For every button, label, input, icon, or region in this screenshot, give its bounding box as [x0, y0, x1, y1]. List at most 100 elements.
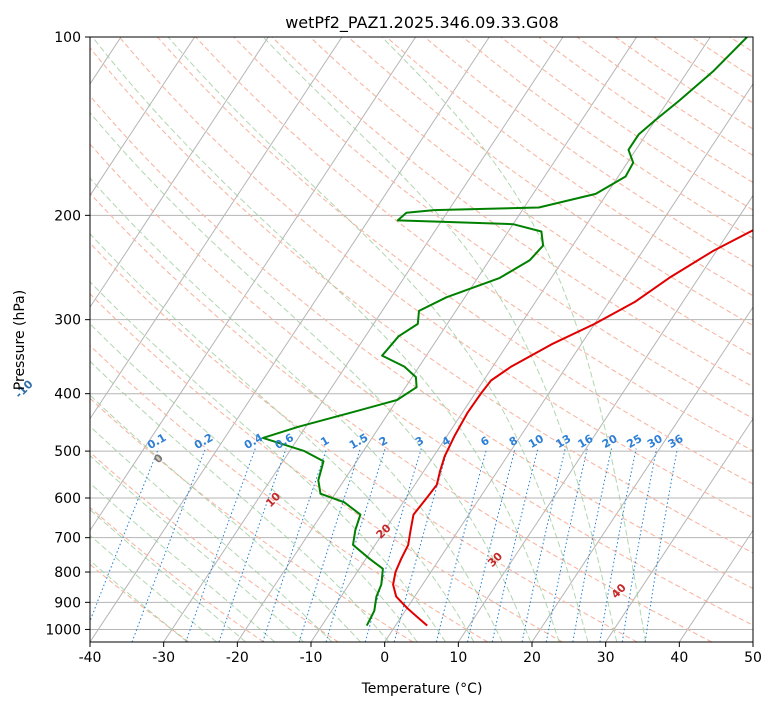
dry-adiabat-line — [386, 37, 753, 297]
dry-adiabat-line — [90, 506, 264, 642]
mixing-ratio-label: 13 — [554, 432, 574, 451]
mixing-ratio-label: 25 — [625, 432, 645, 451]
y-tick-label: 600 — [54, 491, 81, 507]
x-tick-label: 0 — [380, 650, 389, 666]
isotherm-line — [90, 37, 269, 309]
mixing-ratio-line — [90, 448, 160, 623]
mixing-ratio-line — [644, 448, 678, 642]
axes: -40 -30 -20 -10 0 10 20 30 40 5010020030040050060… — [45, 30, 762, 666]
dry-adiabat-line — [118, 37, 753, 519]
dewpoint-profile-line — [262, 37, 748, 627]
mixing-ratio-label: 30 — [645, 432, 665, 451]
mixing-ratio-label: 0.4 — [242, 431, 266, 452]
x-tick-label: 40 — [670, 650, 688, 666]
background-lines — [90, 37, 775, 642]
x-axis-label: Temperature (°C) — [361, 681, 483, 697]
x-tick-label: 10 — [449, 650, 467, 666]
isotherm-line — [605, 417, 753, 642]
isotherm-line — [531, 306, 753, 642]
y-tick-label: 300 — [54, 313, 81, 329]
dry-adiabat-line — [424, 37, 753, 268]
mixing-ratio-line — [364, 448, 422, 642]
dry-adiabat-line — [309, 37, 753, 357]
moist-adiabat-line — [90, 177, 503, 642]
mixing-ratio-line — [545, 448, 588, 642]
mixing-ratio-line — [621, 448, 658, 642]
moist-adiabat-line — [90, 454, 304, 642]
dry-adiabat-line — [90, 242, 638, 642]
mixing-ratio-line — [467, 448, 516, 642]
dry-adiabat-line — [462, 37, 753, 239]
moist-adiabat-line — [90, 233, 475, 642]
moist-adiabat-line — [92, 37, 560, 642]
mixing-ratio-line — [262, 448, 328, 642]
moist-adiabat-line — [90, 111, 532, 642]
isotherm-line — [678, 529, 753, 642]
moist-adiabat-line — [90, 281, 447, 642]
dry-adiabat-label: 20 — [374, 521, 394, 541]
x-tick-label: 30 — [597, 650, 615, 666]
isotherm-line — [90, 37, 417, 532]
mixing-ratio-label: 3 — [413, 434, 426, 449]
mixing-ratio-label: 0.1 — [145, 431, 168, 452]
y-axis-label: Pressure (hPa) — [12, 290, 28, 390]
mixing-ratio-line — [521, 448, 566, 642]
y-tick-label: 1000 — [45, 622, 81, 638]
moist-adiabat-line — [90, 482, 276, 642]
chart-title: wetPf2_PAZ1.2025.346.09.33.G08 — [285, 13, 559, 33]
moist-adiabat-line — [90, 360, 390, 642]
plot-frame — [89, 36, 754, 643]
mixing-ratio-label: 20 — [600, 432, 620, 451]
dry-adiabat-line — [90, 192, 712, 642]
mixing-ratio-line — [435, 448, 488, 642]
dry-adiabat-line — [691, 37, 753, 78]
dry-adiabat-line — [729, 37, 753, 53]
moist-adiabat-line — [90, 509, 247, 642]
isotherm-line — [752, 641, 753, 642]
isotherm-line — [384, 83, 753, 642]
dry-adiabat-line — [576, 37, 753, 157]
dry-adiabat-label: 40 — [609, 581, 629, 601]
isotherm-line — [163, 37, 564, 642]
mixing-ratio-label: 6 — [478, 434, 491, 449]
moist-adiabat-line — [167, 37, 589, 642]
dry-adiabat-line — [90, 563, 190, 642]
y-tick-label: 800 — [54, 565, 81, 581]
dry-adiabat-line — [768, 37, 775, 642]
mixing-ratio-line — [218, 448, 287, 642]
mixing-ratio-line — [131, 448, 206, 642]
mixing-ratio-label: 2 — [377, 434, 390, 449]
x-tick-label: 50 — [744, 650, 762, 666]
dry-adiabat-line — [271, 37, 753, 388]
mixing-ratio-line — [491, 448, 539, 642]
mixing-ratio-label: 1 — [318, 434, 331, 449]
moist-adiabat-line — [90, 394, 361, 642]
mixing-ratio-line — [325, 448, 386, 642]
mixing-ratio-line — [572, 448, 612, 642]
y-tick-label: 900 — [54, 595, 81, 611]
mixing-ratio-label: 10 — [526, 432, 546, 451]
y-tick-label: 100 — [54, 30, 81, 46]
isotherm-line — [90, 37, 196, 197]
dry-adiabat-line — [90, 344, 488, 642]
y-tick-label: 700 — [54, 531, 81, 547]
dry-adiabat-line — [90, 94, 753, 590]
x-tick-label: -10 — [300, 650, 323, 666]
dry-adiabat-label: 10 — [263, 490, 283, 510]
dry-adiabat-line — [233, 37, 753, 420]
temperature-profile-line — [392, 229, 753, 627]
moist-adiabat-line — [90, 534, 217, 642]
profile-lines — [262, 37, 753, 627]
y-tick-label: 500 — [54, 444, 81, 460]
dry-adiabat-line — [614, 37, 753, 130]
mixing-ratio-line — [298, 448, 361, 642]
x-tick-label: -40 — [79, 650, 102, 666]
dry-adiabat-label: 30 — [485, 549, 505, 569]
dry-adiabat-line — [500, 37, 753, 211]
mixing-ratio-label: 16 — [576, 432, 596, 451]
mixing-ratio-line — [393, 448, 449, 642]
mixing-ratio-line — [185, 448, 256, 642]
x-tick-label: 20 — [523, 650, 541, 666]
isotherm-line — [90, 37, 343, 420]
